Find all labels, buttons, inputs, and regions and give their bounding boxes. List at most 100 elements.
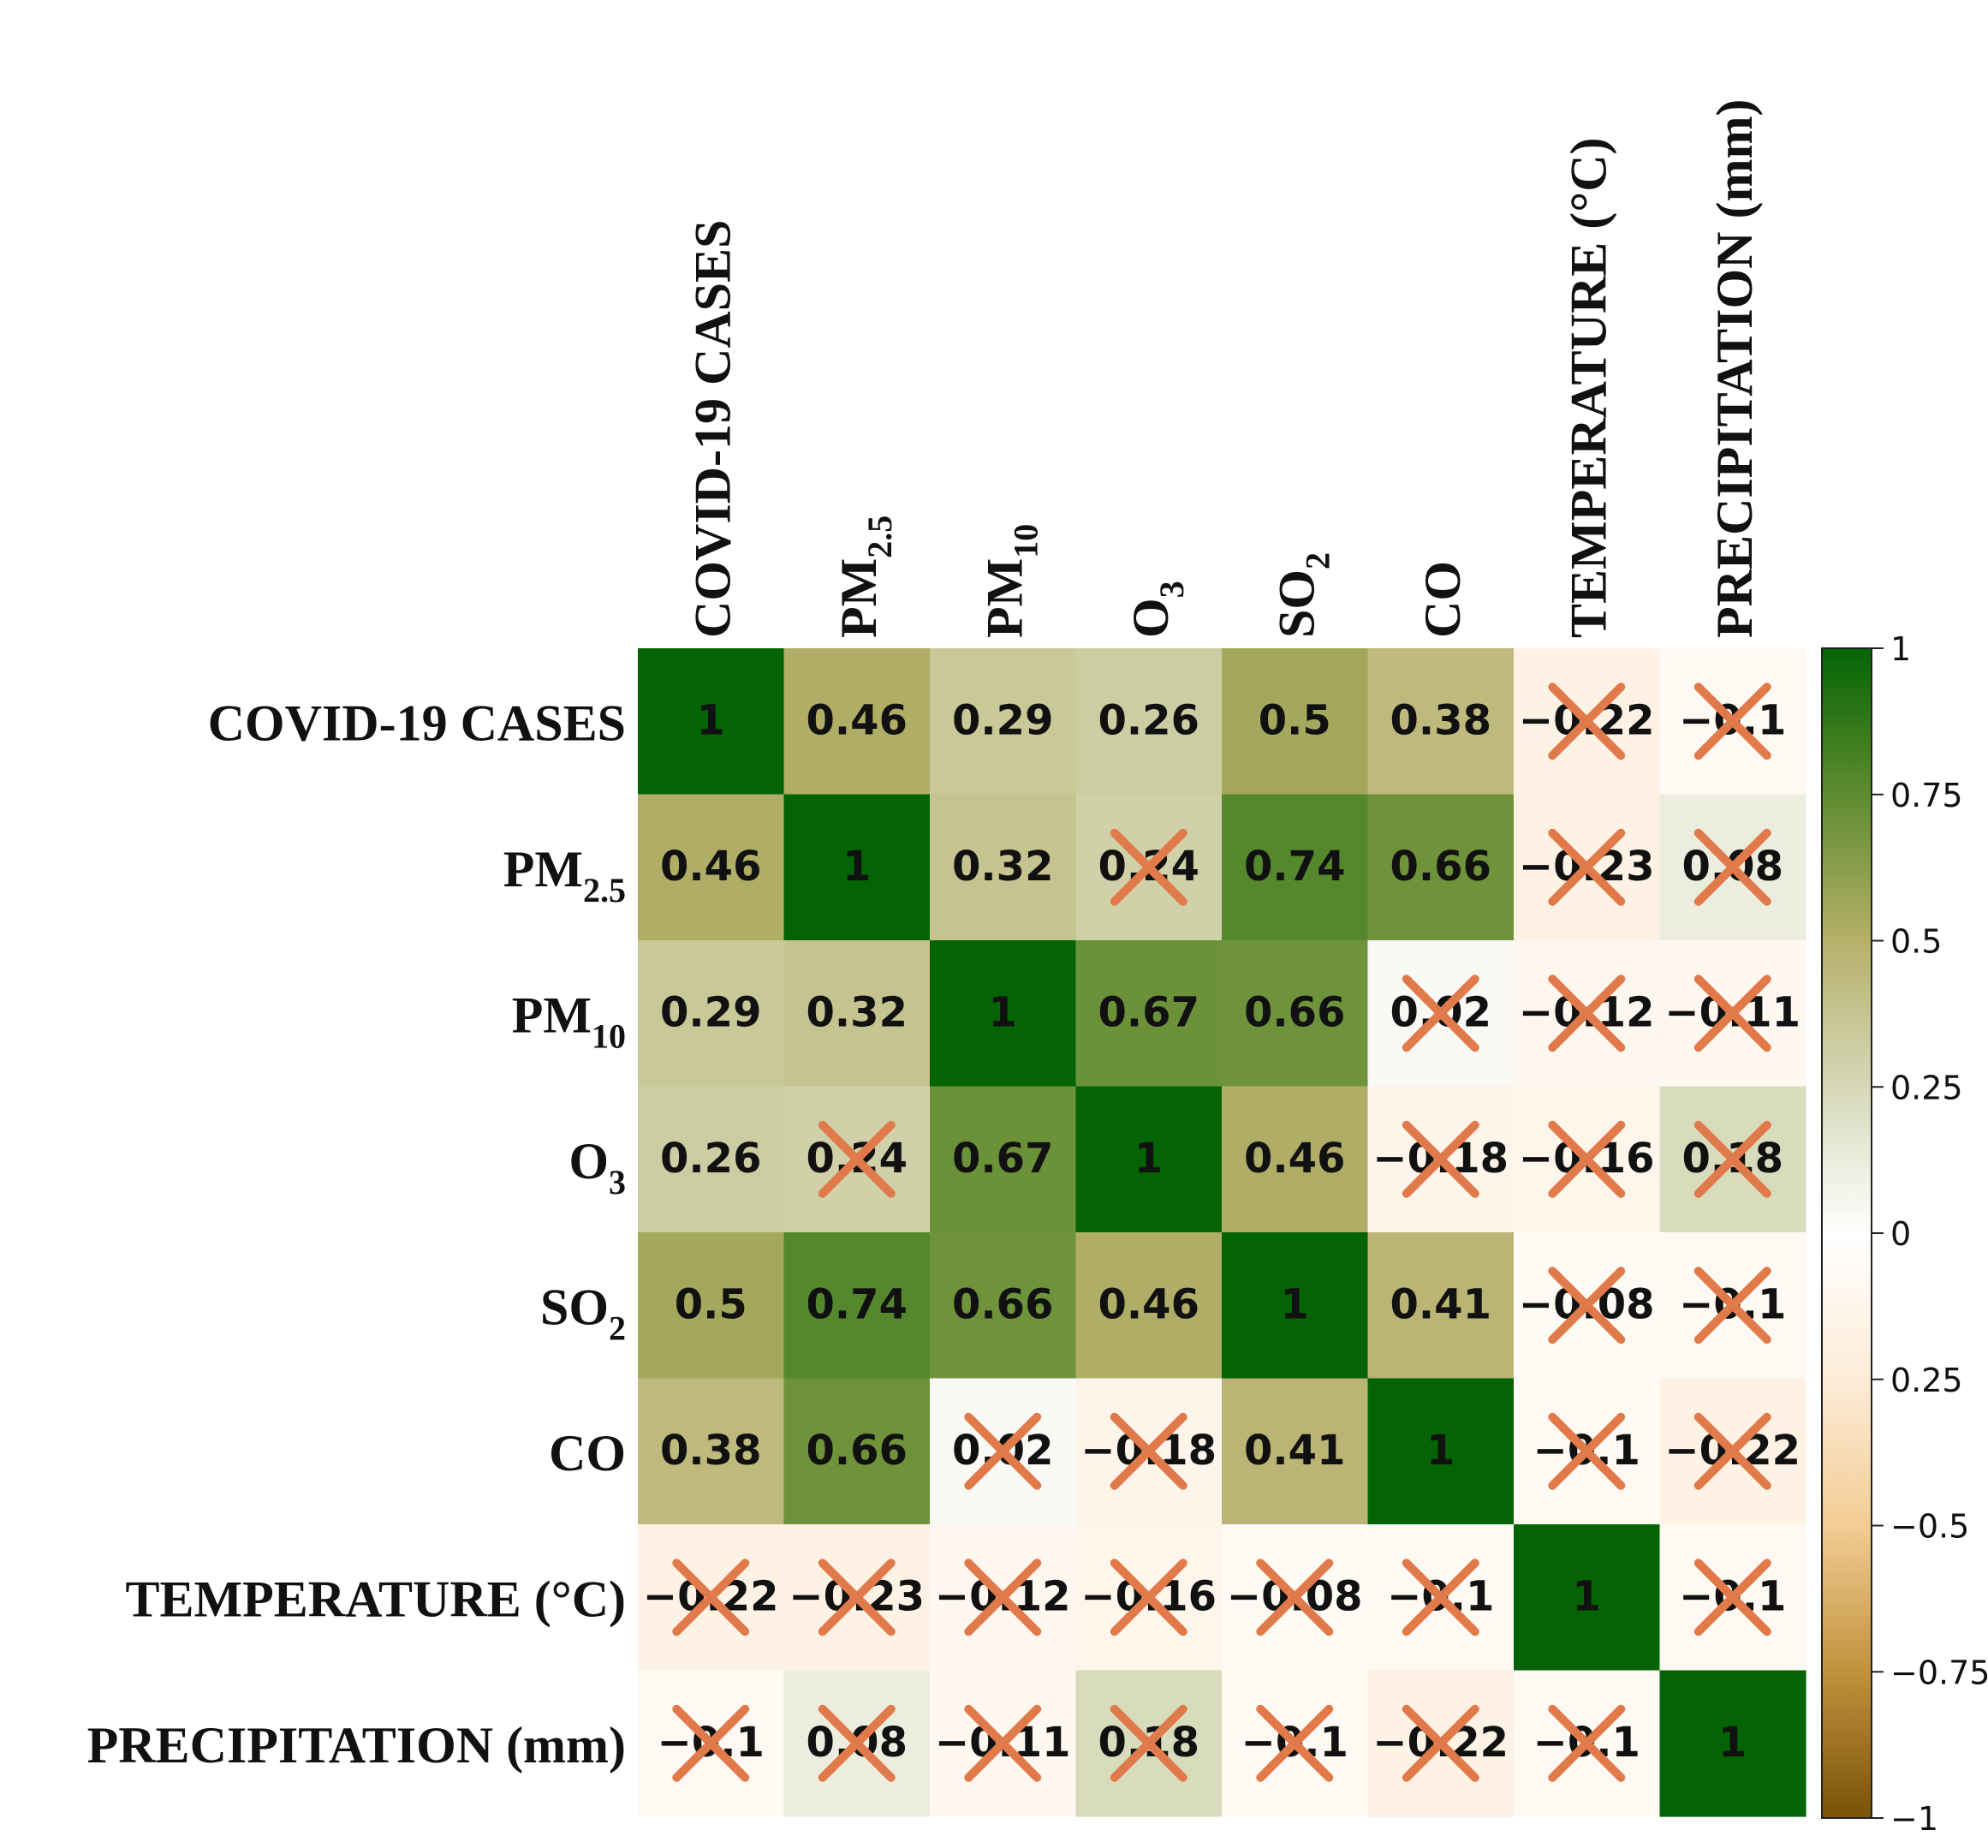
heatmap-cell: 0.08 [783,1670,931,1817]
heatmap-cell: 0.5 [638,1232,785,1380]
not-significant-cross [1693,683,1771,760]
heatmap-cell: −0.1 [1514,1670,1661,1817]
row-label: PM2.5 [503,841,626,909]
cell-value-label: 0.26 [1098,696,1199,744]
not-significant-cross [672,1704,750,1782]
colorbar-ticks: 1 0.75 0.5 0.25 0 0.25 −0.5 −0.75 −1 [1872,630,1988,1838]
not-significant-cross [1402,1559,1479,1636]
heatmap-cell: 0.66 [930,1232,1077,1380]
heatmap-cell: 0.08 [1659,794,1806,941]
heatmap-cell: −0.23 [1514,794,1661,941]
cell-fill [638,648,785,796]
cell-fill [1367,1378,1515,1525]
cell-fill [1367,1232,1515,1380]
heatmap-cell: 0.46 [1222,1086,1369,1233]
heatmap-cell: −0.1 [638,1670,785,1817]
cell-value-label: 0.32 [807,988,908,1036]
cell-fill [1075,1086,1223,1233]
cell-value-label: 0.29 [660,988,761,1036]
not-significant-cross [1693,1120,1771,1198]
heatmap-cell: 0.5 [1222,648,1369,796]
heatmap-cell: 0.24 [783,1086,931,1233]
cell-value-label: 0.5 [675,1280,747,1328]
cell-value-label: 1 [1573,1572,1601,1620]
heatmap-cell: 0.26 [1075,648,1223,796]
cell-value-label: 0.67 [952,1135,1053,1183]
not-significant-cross [1693,828,1771,906]
cell-value-label: 0.66 [1244,988,1345,1036]
not-significant-cross [1548,1267,1626,1344]
colorbar-tick-label: 0.5 [1890,923,1942,961]
column-label: PRECIPITATION (mm) [1706,99,1763,638]
heatmap-cell: 0.38 [638,1378,785,1525]
heatmap-cell: 0.18 [1659,1086,1806,1233]
heatmap-cell: −0.08 [1514,1232,1661,1380]
column-labels: COVID-19 CASES PM2.5 PM10 O3 SO2 CO TEMPERATUR… [684,99,1763,638]
cell-fill [638,794,785,941]
cell-value-label: 1 [842,843,871,891]
row-label: COVID-19 CASES [208,694,626,751]
colorbar-tick-label: 0 [1890,1215,1911,1253]
cell-value-label: 0.26 [660,1135,761,1183]
cell-value-label: 1 [1134,1135,1163,1183]
cell-fill [638,1086,785,1233]
not-significant-cross [1693,1267,1771,1344]
not-significant-cross [1256,1704,1334,1782]
heatmap-cells: 1 0.46 0.29 0.26 0.5 0.38 −0.22 −0.10.46 1 0.32 0.… [638,648,1806,1817]
heatmap-cell: −0.18 [1075,1378,1223,1525]
cell-value-label: 0.38 [1390,696,1491,744]
row-label: TEMPERATURE (°C) [125,1571,626,1627]
cell-value-label: 0.46 [660,843,761,891]
heatmap-cell: 0.46 [1075,1232,1223,1380]
heatmap-cell: −0.1 [1659,648,1806,796]
not-significant-cross [1548,683,1626,760]
heatmap-cell: 0.18 [1075,1670,1223,1817]
column-label: SO2 [1268,552,1336,638]
cell-value-label: 0.41 [1390,1280,1491,1328]
heatmap-cell: −0.16 [1075,1524,1223,1672]
heatmap-cell: 1 [783,794,931,941]
heatmap-cell: −0.1 [1659,1524,1806,1672]
heatmap-cell: 0.02 [930,1378,1077,1525]
not-significant-cross [1693,1412,1771,1490]
cell-fill [783,1232,931,1380]
cell-fill [930,1086,1077,1233]
cell-value-label: 0.74 [1244,843,1345,891]
cell-fill [1075,648,1223,796]
not-significant-cross [1110,828,1187,906]
colorbar-tick-label: −1 [1890,1800,1938,1838]
cell-value-label: 1 [1281,1280,1309,1328]
colorbar-tick-label: −0.5 [1890,1508,1969,1546]
not-significant-cross [1548,1412,1626,1490]
heatmap-cell: 0.24 [1075,794,1223,941]
heatmap-cell: 0.38 [1367,648,1515,796]
heatmap-cell: 0.29 [930,648,1077,796]
cell-value-label: 0.66 [1390,843,1491,891]
not-significant-cross [1256,1559,1334,1636]
heatmap-cell: −0.22 [1367,1670,1515,1817]
cell-value-label: 1 [697,696,725,744]
heatmap-cell: −0.12 [1514,940,1661,1088]
heatmap-cell: 1 [638,648,785,796]
heatmap-cell: −0.22 [638,1524,785,1672]
heatmap-cell: 1 [1514,1524,1661,1672]
not-significant-cross [964,1704,1042,1782]
colorbar-tick-label: 0.25 [1890,1362,1963,1399]
cell-fill [1222,1232,1369,1380]
cell-value-label: 0.66 [807,1427,908,1475]
cell-fill [638,1232,785,1380]
column-label: O3 [1122,581,1191,638]
colorbar-tick-label: 0.25 [1890,1069,1963,1106]
cell-fill [1222,794,1369,941]
cell-fill [1075,940,1223,1088]
not-significant-cross [1548,975,1626,1052]
cell-fill [783,940,931,1088]
column-label: CO [1414,561,1471,638]
heatmap-cell: −0.1 [1222,1670,1369,1817]
cell-fill [930,940,1077,1088]
colorbar-tick-label: 1 [1890,630,1911,668]
cell-value-label: 0.67 [1098,988,1199,1036]
cell-fill [783,794,931,941]
cell-fill [1367,648,1515,796]
heatmap-cell: 1 [1367,1378,1515,1525]
